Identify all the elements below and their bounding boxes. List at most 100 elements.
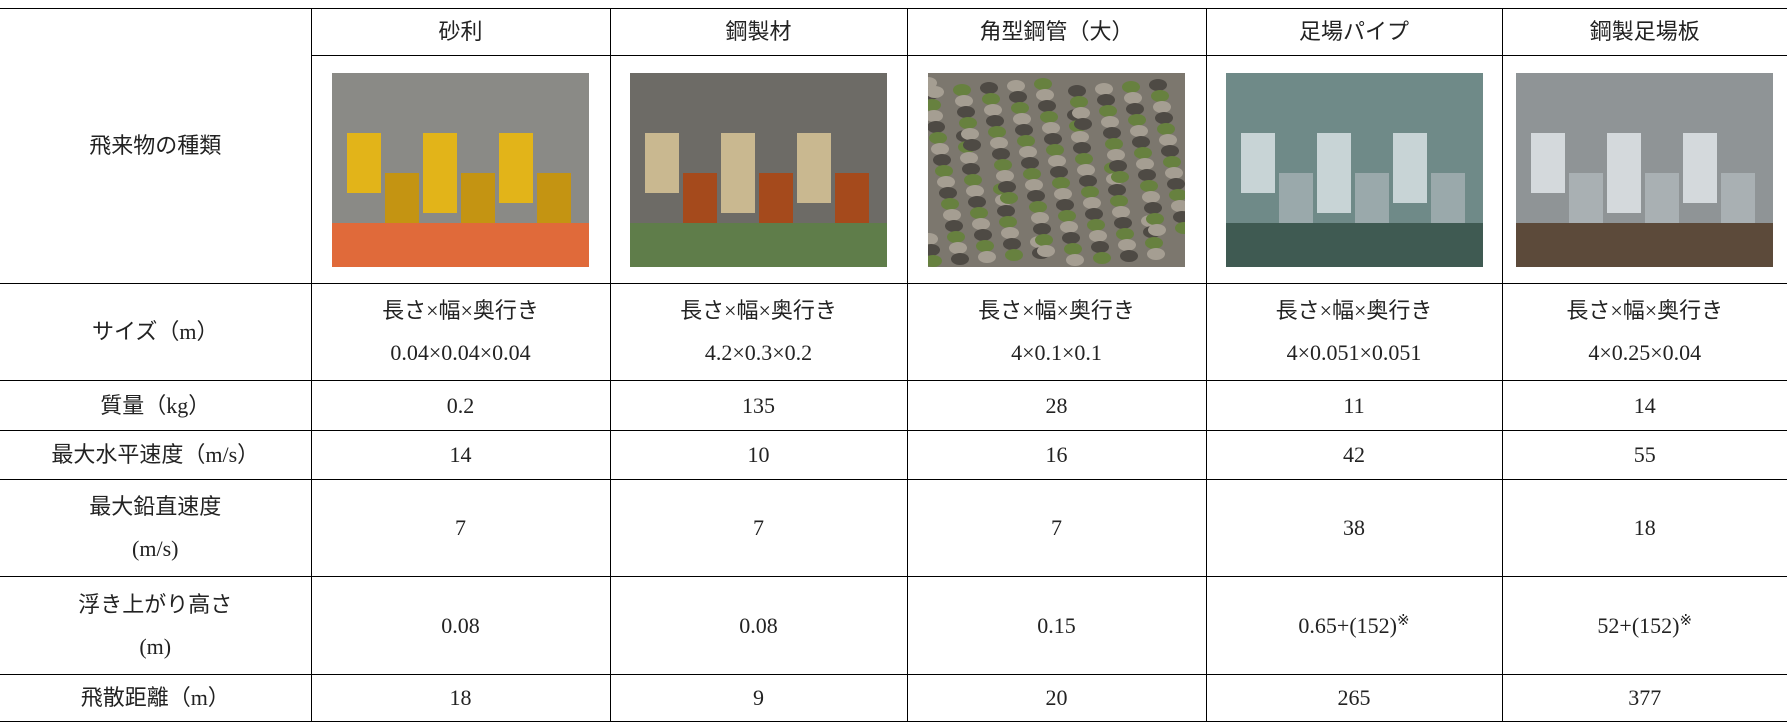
cell-value: 長さ×幅×奥行き — [312, 290, 610, 332]
cell-value: 14 — [1503, 385, 1787, 427]
column-title: 鋼製足場板 — [1590, 19, 1700, 44]
data-cell: 7 — [610, 480, 907, 577]
cell-value: 11 — [1207, 385, 1502, 427]
cell-value: 長さ×幅×奥行き — [611, 290, 907, 332]
column-header: 鋼製足場板 — [1502, 9, 1787, 56]
corner-cell: 飛来物の種類 — [0, 9, 311, 284]
column-title: 足場パイプ — [1299, 19, 1409, 44]
note-mark: ※ — [1679, 613, 1692, 629]
row-header: 浮き上がり高さ(m) — [0, 577, 311, 675]
row-label: 飛散距離（m） — [0, 677, 311, 719]
row-header: 飛散距離（m） — [0, 675, 311, 722]
row-label: サイズ（m） — [0, 311, 311, 353]
header-row: 飛来物の種類砂利鋼製材角型鋼管（大）足場パイプ鋼製足場板 — [0, 9, 1787, 56]
cell-value: 38 — [1207, 507, 1502, 549]
data-cell: 14 — [1502, 381, 1787, 431]
column-header: 鋼製材 — [610, 9, 907, 56]
data-table: 飛来物の種類砂利鋼製材角型鋼管（大）足場パイプ鋼製足場板サイズ（m）長さ×幅×奥… — [0, 8, 1787, 722]
cell-value: 0.08 — [312, 605, 610, 647]
cell-value: 10 — [611, 434, 907, 476]
data-cell: 28 — [907, 381, 1206, 431]
cell-value: 長さ×幅×奥行き — [908, 290, 1206, 332]
row-label: 質量（kg） — [0, 385, 311, 427]
cell-value: 14 — [312, 434, 610, 476]
data-cell: 16 — [907, 431, 1206, 480]
data-cell: 0.2 — [311, 381, 610, 431]
photo — [1226, 73, 1483, 267]
row-header: 最大水平速度（m/s） — [0, 431, 311, 480]
cell-text: 0.65+(152) — [1298, 613, 1397, 638]
cell-value: 9 — [611, 677, 907, 719]
data-cell: 0.65+(152)※ — [1206, 577, 1502, 675]
cell-value: 16 — [908, 434, 1206, 476]
cell-value: 135 — [611, 385, 907, 427]
column-header: 角型鋼管（大） — [907, 9, 1206, 56]
row-label: 浮き上がり高さ — [0, 584, 311, 626]
data-cell: 0.08 — [610, 577, 907, 675]
row-header: サイズ（m） — [0, 284, 311, 381]
cell-value: 0.08 — [611, 605, 907, 647]
cell-value: 42 — [1207, 434, 1502, 476]
cell-text: 52+(152) — [1597, 613, 1679, 638]
data-cell: 38 — [1206, 480, 1502, 577]
cell-value: 20 — [908, 677, 1206, 719]
row-header: 最大鉛直速度(m/s) — [0, 480, 311, 577]
cell-value: 55 — [1503, 434, 1787, 476]
data-cell: 9 — [610, 675, 907, 722]
cell-value: 4×0.051×0.051 — [1207, 332, 1502, 374]
row-label: 最大水平速度（m/s） — [0, 434, 311, 476]
cell-value: 4×0.1×0.1 — [908, 332, 1206, 374]
photo-cell — [907, 56, 1206, 284]
photo — [1516, 73, 1773, 267]
photo — [630, 73, 887, 267]
photo-cell — [610, 56, 907, 284]
data-cell: 377 — [1502, 675, 1787, 722]
data-cell: 265 — [1206, 675, 1502, 722]
cell-value: 0.15 — [908, 605, 1206, 647]
data-cell: 0.08 — [311, 577, 610, 675]
column-header: 砂利 — [311, 9, 610, 56]
cell-value: 0.04×0.04×0.04 — [312, 332, 610, 374]
cell-value: 7 — [908, 507, 1206, 549]
photo — [928, 73, 1185, 267]
data-cell: 52+(152)※ — [1502, 577, 1787, 675]
cell-value: 377 — [1503, 677, 1787, 719]
cell-value: 265 — [1207, 677, 1502, 719]
column-title: 砂利 — [438, 19, 482, 44]
row-label: 飛来物の種類 — [89, 133, 221, 158]
data-cell: 10 — [610, 431, 907, 480]
row-label: (m) — [0, 626, 311, 668]
data-cell: 135 — [610, 381, 907, 431]
data-cell: 20 — [907, 675, 1206, 722]
photo — [332, 73, 589, 267]
cell-value: 0.65+(152)※ — [1207, 605, 1502, 647]
cell-value: 長さ×幅×奥行き — [1207, 290, 1502, 332]
photo-cell — [311, 56, 610, 284]
cell-value: 0.2 — [312, 385, 610, 427]
cell-value: 18 — [312, 677, 610, 719]
cell-value: 52+(152)※ — [1503, 605, 1787, 647]
cell-value: 長さ×幅×奥行き — [1503, 290, 1787, 332]
data-cell: 7 — [311, 480, 610, 577]
note-mark: ※ — [1397, 613, 1410, 629]
cell-value: 18 — [1503, 507, 1787, 549]
cell-value: 4×0.25×0.04 — [1503, 332, 1787, 374]
row-label: (m/s) — [0, 528, 311, 570]
column-title: 角型鋼管（大） — [979, 19, 1133, 44]
data-cell: 42 — [1206, 431, 1502, 480]
cell-value: 4.2×0.3×0.2 — [611, 332, 907, 374]
column-title: 鋼製材 — [725, 19, 791, 44]
row-label: 最大鉛直速度 — [0, 486, 311, 528]
cell-value: 7 — [611, 507, 907, 549]
